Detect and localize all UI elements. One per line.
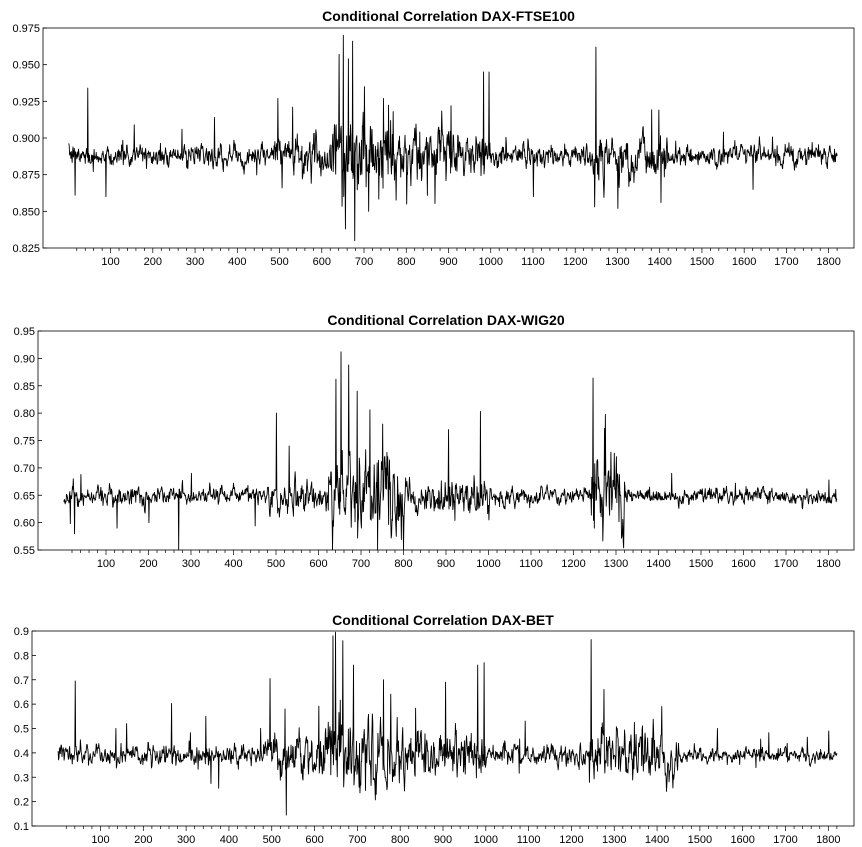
plot-frame	[31, 630, 855, 827]
y-tick-label: 0.825	[12, 243, 40, 255]
x-tick-label: 700	[348, 834, 366, 846]
y-tick-label: 0.900	[12, 133, 40, 145]
y-tick-label: 0.6	[14, 699, 29, 711]
x-tick-label: 1500	[688, 834, 712, 846]
chart-panel-dax-wig20: Conditional Correlation DAX-WIG20 0.55 0.6…	[14, 312, 855, 570]
x-tick-label: 100	[101, 256, 119, 268]
x-tick-label: 200	[139, 558, 157, 570]
y-tick-label: 0.60	[14, 518, 35, 530]
y-tick-label: 0.1	[14, 821, 29, 833]
y-tick-label: 0.4	[14, 748, 29, 760]
x-tick-label: 900	[434, 834, 452, 846]
y-tick-label: 0.95	[14, 326, 35, 338]
x-tick-label: 1000	[474, 834, 498, 846]
y-tick-label: 0.3	[14, 772, 29, 784]
x-tick-label: 300	[177, 834, 195, 846]
x-tick-label: 1400	[646, 558, 670, 570]
y-tick-label: 0.80	[14, 408, 35, 420]
x-tick-label: 1800	[816, 256, 840, 268]
x-tick-label: 700	[355, 256, 373, 268]
y-tick-label: 0.7	[14, 675, 29, 687]
x-tick-label: 1300	[605, 256, 629, 268]
x-tick-label: 1200	[563, 256, 587, 268]
x-tick-label: 1400	[647, 256, 671, 268]
series-line	[57, 631, 838, 816]
y-tick-label: 0.875	[12, 170, 40, 182]
y-tick-label: 0.2	[14, 797, 29, 809]
y-tick-label: 0.70	[14, 463, 35, 475]
y-tick-label: 0.75	[14, 436, 35, 448]
x-tick-label: 500	[263, 834, 281, 846]
x-tick-label: 1700	[774, 256, 798, 268]
x-tick-label: 400	[220, 834, 238, 846]
x-tick-label: 1600	[730, 834, 754, 846]
y-tick-label: 0.65	[14, 490, 35, 502]
x-tick-label: 1200	[561, 558, 585, 570]
chart-title: Conditional Correlation DAX-FTSE100	[322, 8, 575, 24]
x-tick-label: 1000	[476, 558, 500, 570]
chart-panel-dax-bet: Conditional Correlation DAX-BET 0.1 0.2 0.3…	[14, 612, 855, 846]
x-tick-label: 200	[144, 256, 162, 268]
x-tick-label: 300	[186, 256, 204, 268]
x-tick-label: 300	[182, 558, 200, 570]
x-tick-label: 500	[270, 256, 288, 268]
x-tick-label: 100	[91, 834, 109, 846]
x-tick-label: 1400	[645, 834, 669, 846]
x-tick-label: 400	[228, 256, 246, 268]
x-tick-label: 1800	[816, 558, 840, 570]
x-tick-label: 1300	[602, 834, 626, 846]
y-tick-label: 0.9	[14, 626, 29, 638]
x-tick-label: 1200	[559, 834, 583, 846]
x-tick-label: 1100	[521, 256, 545, 268]
y-tick-label: 0.8	[14, 650, 29, 662]
x-tick-label: 1300	[604, 558, 628, 570]
x-tick-label: 400	[224, 558, 242, 570]
y-tick-label: 0.850	[12, 206, 40, 218]
x-tick-label: 100	[97, 558, 115, 570]
x-tick-label: 1700	[774, 558, 798, 570]
y-tick-label: 0.975	[12, 23, 40, 35]
x-tick-label: 200	[134, 834, 152, 846]
chart-title: Conditional Correlation DAX-BET	[332, 612, 554, 628]
x-tick-label: 600	[313, 256, 331, 268]
y-tick-label: 0.85	[14, 381, 35, 393]
series-line	[63, 351, 838, 551]
x-tick-label: 1500	[689, 558, 713, 570]
x-tick-label: 1000	[478, 256, 502, 268]
x-tick-label: 1800	[816, 834, 840, 846]
x-tick-label: 1100	[519, 558, 543, 570]
x-tick-label: 900	[439, 256, 457, 268]
y-tick-label: 0.55	[14, 545, 35, 557]
x-tick-label: 800	[397, 256, 415, 268]
x-tick-label: 500	[267, 558, 285, 570]
series-line	[68, 34, 838, 242]
y-tick-label: 0.950	[12, 60, 40, 72]
y-tick-label: 0.90	[14, 353, 35, 365]
plot-frame	[37, 330, 855, 551]
x-tick-label: 1600	[732, 256, 756, 268]
x-tick-label: 1100	[517, 834, 541, 846]
chart-title: Conditional Correlation DAX-WIG20	[327, 312, 564, 328]
x-tick-label: 900	[437, 558, 455, 570]
x-tick-label: 1600	[731, 558, 755, 570]
x-tick-label: 700	[352, 558, 370, 570]
x-tick-label: 800	[394, 558, 412, 570]
y-tick-label: 0.5	[14, 724, 29, 736]
y-tick-label: 0.925	[12, 96, 40, 108]
x-tick-label: 600	[309, 558, 327, 570]
x-tick-label: 600	[305, 834, 323, 846]
x-tick-label: 1700	[773, 834, 797, 846]
x-tick-label: 800	[391, 834, 409, 846]
x-tick-label: 1500	[690, 256, 714, 268]
chart-panel-dax-ftse100: Conditional Correlation DAX-FTSE100 0.825…	[12, 8, 855, 268]
